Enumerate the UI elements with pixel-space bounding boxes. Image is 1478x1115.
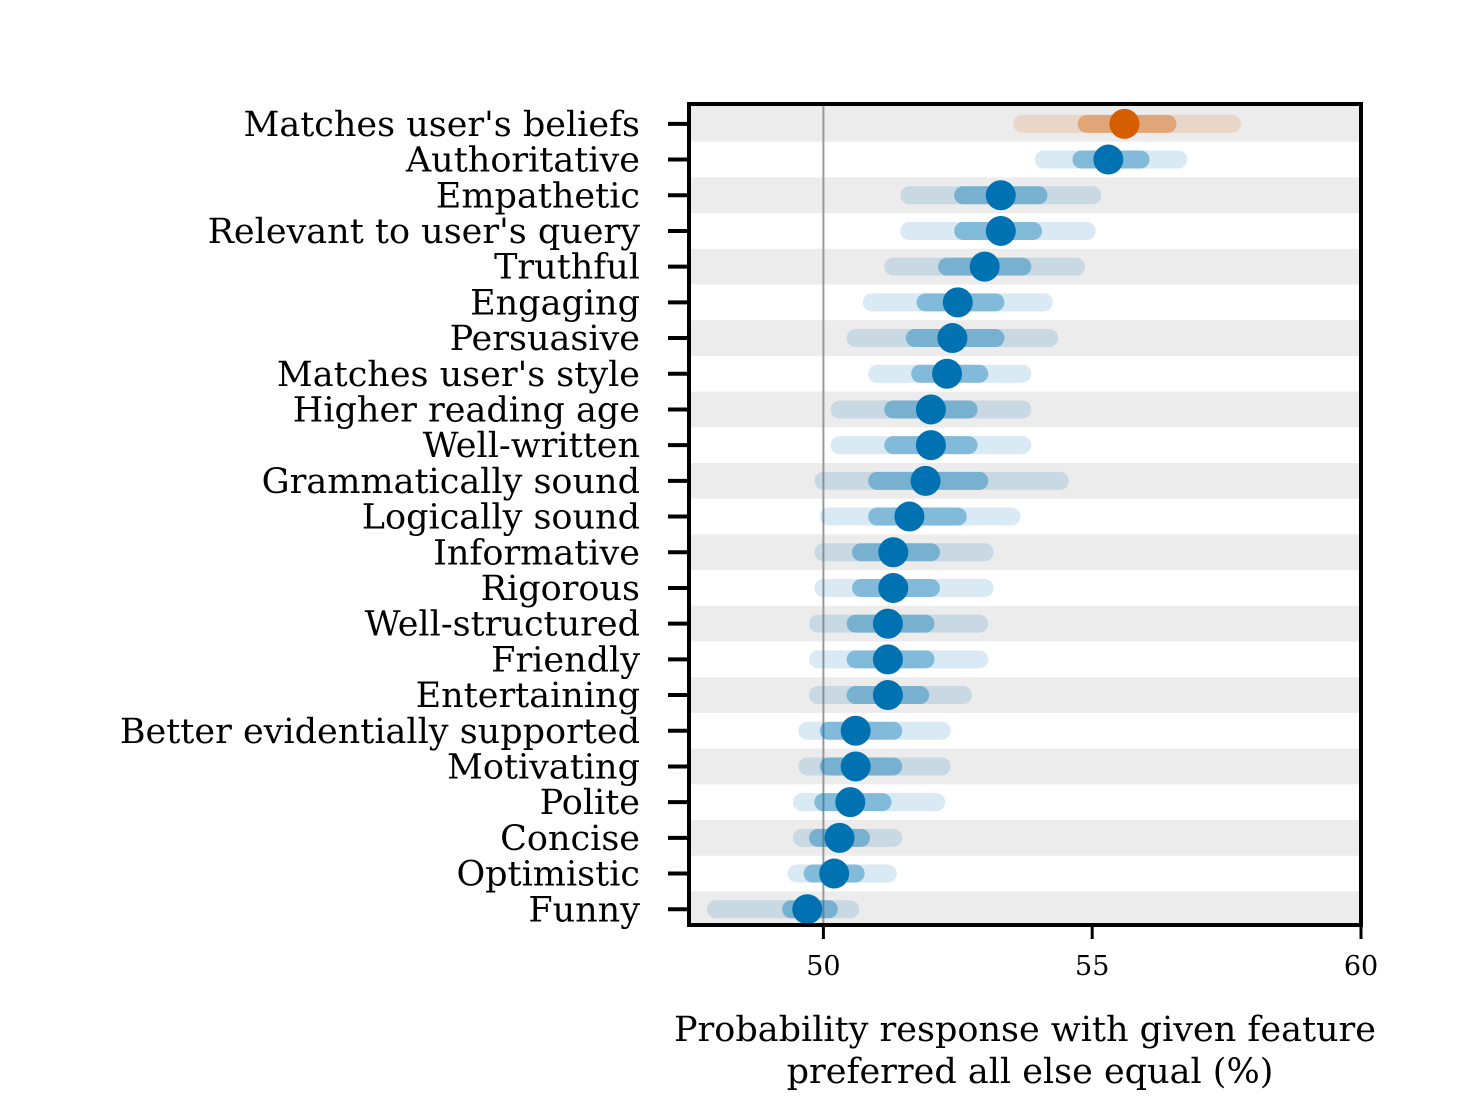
row-band <box>689 106 1361 142</box>
data-point <box>840 751 871 782</box>
data-point <box>872 680 903 711</box>
y-tick-label: Polite <box>540 783 640 823</box>
y-tick-label: Rigorous <box>481 569 640 609</box>
data-point <box>942 287 973 318</box>
x-axis-label-line-2: preferred all else equal (%) <box>787 1052 1274 1092</box>
x-axis-title: Probability response with given feature … <box>674 1010 1376 1092</box>
row-bands <box>689 106 1361 928</box>
row-band <box>689 463 1361 499</box>
data-point <box>985 180 1016 211</box>
y-tick-label: Engaging <box>470 283 640 323</box>
data-point <box>878 537 909 568</box>
plot-frame <box>687 102 1363 927</box>
data-point <box>932 358 963 389</box>
data-point <box>878 572 909 603</box>
row-band <box>689 605 1361 642</box>
row-band <box>689 820 1361 856</box>
data-point <box>985 215 1016 246</box>
data-point <box>840 715 871 746</box>
data-point <box>872 608 903 639</box>
y-tick-label: Matches user's beliefs <box>243 105 640 145</box>
interval-bars <box>706 114 1241 919</box>
row-band <box>689 177 1361 214</box>
row-band <box>689 391 1361 428</box>
y-tick-labels: Matches user's beliefsAuthoritativeEmpat… <box>120 105 640 930</box>
y-tick-label: Funny <box>528 890 640 930</box>
x-tick-labels: 50 55 60 <box>806 951 1378 982</box>
y-tick-label: Grammatically sound <box>262 462 640 502</box>
data-point <box>937 323 968 354</box>
axes <box>668 102 1363 939</box>
data-point <box>969 251 1000 282</box>
data-point <box>1109 108 1140 139</box>
data-point <box>1093 144 1124 175</box>
y-tick-label: Matches user's style <box>277 355 640 395</box>
x-tick-label: 60 <box>1344 951 1378 982</box>
data-point <box>915 430 946 461</box>
point-estimates <box>792 108 1140 925</box>
y-tick-label: Entertaining <box>416 676 640 716</box>
y-tick-label: Better evidentially supported <box>120 712 640 752</box>
x-tick-label: 50 <box>806 951 840 982</box>
data-point <box>824 822 855 853</box>
y-tick-label: Concise <box>500 819 640 859</box>
data-point <box>819 858 850 889</box>
y-tick-label: Authoritative <box>405 141 640 181</box>
row-band <box>689 748 1361 785</box>
row-band <box>689 320 1361 356</box>
y-tick-label: Higher reading age <box>293 390 640 430</box>
y-tick-label: Truthful <box>494 248 640 288</box>
row-band <box>689 248 1361 285</box>
data-point <box>792 894 823 925</box>
data-point <box>872 644 903 675</box>
y-tick-label: Informative <box>433 533 640 573</box>
y-tick-label: Optimistic <box>456 855 640 895</box>
y-tick-label: Relevant to user's query <box>208 212 641 252</box>
y-tick-label: Empathetic <box>436 176 640 216</box>
data-point <box>894 501 925 532</box>
data-point <box>835 787 866 818</box>
data-point <box>915 394 946 425</box>
x-axis-label-line-1: Probability response with given feature <box>674 1010 1376 1050</box>
row-band <box>689 534 1361 571</box>
y-tick-label: Friendly <box>491 640 640 680</box>
y-tick-label: Motivating <box>447 747 640 787</box>
data-point <box>910 465 941 496</box>
y-tick-label: Persuasive <box>450 319 640 359</box>
y-tick-label: Well-written <box>423 426 640 466</box>
y-tick-label: Logically sound <box>362 498 640 538</box>
row-band <box>689 677 1361 713</box>
y-tick-label: Well-structured <box>365 605 640 645</box>
x-tick-label: 55 <box>1075 951 1109 982</box>
